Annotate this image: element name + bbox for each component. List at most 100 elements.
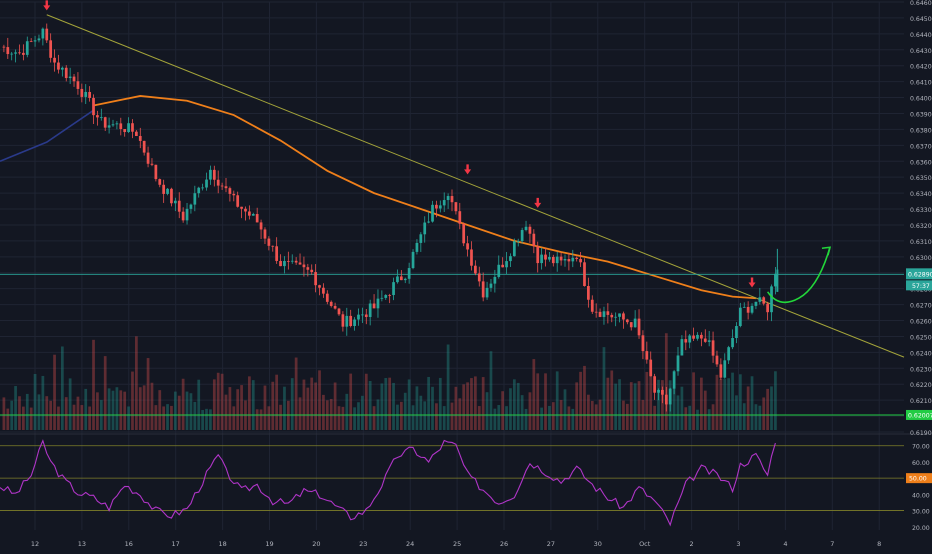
candle-body: [294, 260, 298, 263]
volume-bar: [224, 394, 228, 430]
candle-body: [158, 179, 162, 185]
volume-bar: [512, 379, 516, 430]
volume-bar: [415, 386, 419, 430]
volume-bar: [528, 392, 532, 430]
x-tick-label: 7: [830, 540, 834, 548]
x-tick-label: 13: [78, 540, 86, 548]
volume-bar: [146, 358, 150, 430]
candle-body: [719, 364, 723, 378]
candle-body: [474, 265, 477, 274]
candle-body: [575, 257, 579, 260]
x-tick-label: Oct: [639, 540, 651, 548]
candle-body: [649, 359, 653, 377]
volume-bar: [703, 390, 707, 430]
volume-bar: [684, 407, 688, 430]
volume-bar: [37, 394, 41, 430]
candle-body: [384, 295, 388, 298]
volume-bar: [57, 406, 60, 430]
volume-bar: [255, 409, 259, 430]
candle-body: [563, 259, 567, 261]
candle-body: [142, 140, 146, 153]
volume-bar: [446, 344, 450, 430]
volume-bar: [688, 405, 692, 430]
candle-body: [485, 287, 489, 298]
volume-bar: [450, 402, 454, 430]
volume-bar: [723, 379, 727, 430]
volume-bar: [742, 403, 746, 430]
ma-blue-line: [0, 109, 94, 162]
volume-bar: [236, 389, 240, 430]
x-tick-label: 16: [125, 540, 133, 548]
candle-body: [220, 185, 224, 187]
volume-bar: [310, 377, 314, 430]
volume-bar: [403, 392, 407, 430]
volume-bar: [84, 388, 88, 430]
candle-body: [150, 163, 154, 165]
candle-body: [766, 303, 769, 313]
candle-body: [197, 187, 201, 194]
candle-body: [551, 256, 555, 264]
candle-body: [329, 301, 333, 306]
candle-body: [275, 246, 279, 261]
candle-body: [267, 238, 271, 246]
volume-bar: [470, 378, 473, 430]
candle-body: [661, 389, 664, 395]
volume-bar: [719, 379, 723, 430]
candle-body: [6, 47, 10, 55]
x-tick-label: 18: [218, 540, 226, 548]
rsi-pane: [0, 433, 932, 527]
volume-bar: [711, 404, 715, 430]
volume-bar: [107, 388, 111, 430]
candle-body: [283, 260, 286, 267]
volume-bar: [212, 379, 216, 430]
candle-body: [450, 196, 454, 203]
candle-body: [224, 186, 228, 189]
candle-body: [41, 28, 45, 39]
volume-bar: [754, 404, 758, 430]
volume-bar: [680, 386, 684, 430]
volume-bar: [396, 404, 399, 430]
volume-bar: [302, 379, 306, 430]
volume-bar: [727, 378, 731, 430]
candle-body: [423, 222, 427, 235]
volume-bar: [119, 390, 123, 430]
candle-body: [696, 334, 699, 339]
rsi-tick-label: 70.00: [912, 444, 930, 451]
candle-body: [193, 193, 197, 205]
volume-bar: [279, 404, 282, 430]
candle-body: [49, 40, 53, 58]
volume-bar: [364, 373, 368, 430]
volume-bar: [127, 406, 130, 430]
candle-body: [606, 311, 610, 315]
candle-body: [559, 256, 563, 261]
volume-bar: [228, 387, 232, 430]
candle-body: [707, 340, 711, 342]
volume-bar: [60, 346, 64, 430]
candle-body: [306, 267, 310, 270]
volume-bar: [649, 368, 653, 430]
candle-body: [680, 339, 684, 356]
candle-body: [14, 52, 17, 54]
candle-body: [555, 256, 559, 264]
candle-body: [337, 308, 341, 315]
volume-bar: [275, 374, 279, 430]
candle-body: [598, 311, 602, 317]
candle-body: [431, 204, 434, 222]
candle-body: [212, 169, 216, 180]
candle-body: [692, 335, 695, 339]
candle-body: [357, 314, 360, 320]
candle-body: [742, 306, 746, 308]
candle-body: [536, 246, 540, 264]
